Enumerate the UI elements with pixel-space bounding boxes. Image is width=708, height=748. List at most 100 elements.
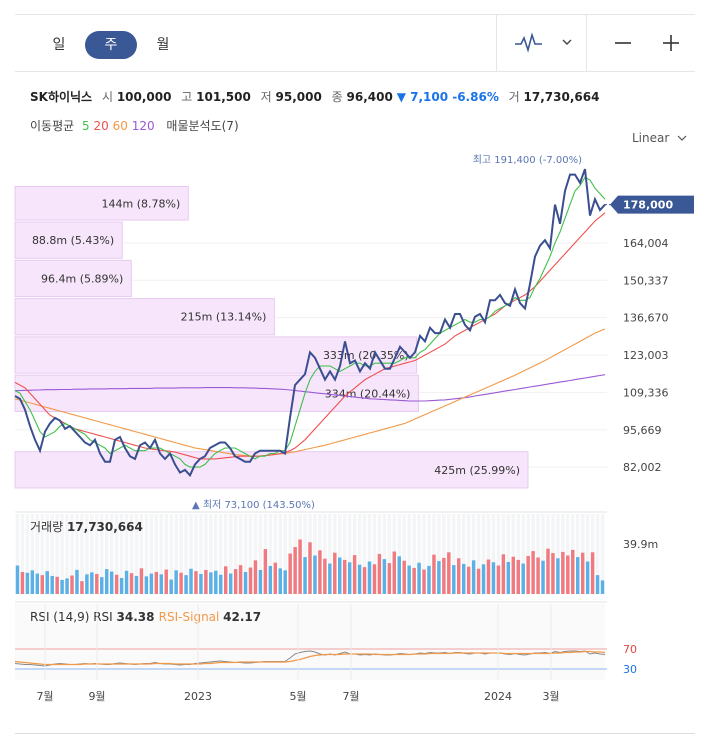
- volume-label: 거: [508, 90, 520, 104]
- volume-bar-bg: [496, 514, 501, 594]
- volume-bar-bg: [184, 514, 188, 594]
- volume-bar: [233, 569, 238, 594]
- ma120-label[interactable]: 120: [131, 119, 155, 133]
- volume-bar: [367, 561, 372, 594]
- volume-bar-bg: [471, 514, 476, 594]
- scale-label: Linear: [632, 131, 670, 145]
- volume-bar: [531, 551, 535, 594]
- volume-bar: [342, 559, 347, 594]
- rsi-level-30: 30: [623, 663, 637, 676]
- ma60-label[interactable]: 60: [112, 119, 128, 133]
- volume-profile-label: 96.4m (5.89%): [41, 272, 123, 285]
- volume-bar-bg: [65, 514, 69, 594]
- volume-bar: [328, 563, 332, 594]
- volume-bar-bg: [278, 514, 282, 594]
- volume-bar-bg: [273, 514, 278, 594]
- volume-bar: [253, 560, 258, 594]
- ma60-line: [14, 328, 606, 457]
- volume-bar: [35, 573, 40, 594]
- volume-bar-bg: [585, 514, 590, 594]
- time-axis: 7월 9월 2023 5월 7월 2024 3월: [36, 604, 560, 703]
- volume-bar: [144, 576, 149, 594]
- volume-bar: [338, 557, 342, 594]
- volume-bar-bg: [214, 514, 218, 594]
- tab-month[interactable]: 월: [156, 37, 170, 53]
- volume-bar-bg: [268, 514, 273, 594]
- ma5-label[interactable]: 5: [82, 119, 90, 133]
- volume-bar: [486, 559, 491, 594]
- tab-week[interactable]: 주: [85, 31, 137, 59]
- volume-bar: [55, 576, 59, 594]
- volume-axis-label: 39.9m: [623, 538, 658, 551]
- rsi-signal-line: [14, 650, 606, 666]
- volume-profile-label[interactable]: 매물분석도(7): [166, 119, 239, 133]
- volume-bar: [50, 575, 54, 594]
- volume-panel-label: 거래량 17,730,664: [30, 520, 143, 534]
- volume-bar: [214, 570, 218, 594]
- volume-bar-bg: [248, 514, 253, 594]
- volume-bar: [45, 571, 49, 594]
- volume-bar: [600, 580, 605, 594]
- rsi-name: RSI: [93, 610, 116, 624]
- volume-panel: 거래량 17,730,664 39.9m: [15, 511, 658, 594]
- volume-bar-bg: [30, 514, 35, 594]
- volume-bar-bg: [412, 514, 416, 594]
- volume-bar: [85, 574, 89, 594]
- volume-bar-bg: [526, 514, 530, 594]
- price-line-layer: [14, 168, 606, 478]
- volume-bar: [452, 565, 456, 594]
- volume-bar: [566, 555, 570, 594]
- volume-profile-label: 215m (13.14%): [181, 311, 267, 324]
- zoom-out-icon[interactable]: [614, 34, 632, 52]
- chevron-down-icon[interactable]: [562, 37, 572, 47]
- volume-bar: [303, 557, 307, 594]
- chart-type-icon[interactable]: [514, 32, 544, 54]
- ma-label: 이동평균: [30, 119, 75, 133]
- volume-bar-bg: [100, 514, 104, 594]
- volume-bar: [114, 574, 119, 594]
- volume-bar-bg: [338, 514, 342, 594]
- volume-bar: [457, 558, 461, 594]
- volume-bar-bg: [432, 514, 436, 594]
- volume-bar: [318, 550, 322, 594]
- volume-bar: [556, 558, 560, 594]
- volume-bar-bg: [466, 514, 471, 594]
- volume-bar: [313, 555, 317, 594]
- price-tick-label: 164,004: [623, 237, 669, 250]
- high-value: 101,500: [196, 90, 251, 104]
- volume-bar-bg: [144, 514, 149, 594]
- volume-bar: [412, 567, 416, 594]
- tab-day[interactable]: 일: [52, 37, 66, 53]
- volume-bar: [228, 573, 233, 594]
- ma20-label[interactable]: 20: [93, 119, 109, 133]
- volume-bar: [506, 561, 511, 594]
- volume-bar: [392, 551, 397, 594]
- volume-bar: [521, 563, 525, 594]
- volume-bar: [407, 565, 411, 594]
- volume-bar-bg: [223, 514, 228, 594]
- volume-bar-bg: [595, 514, 600, 594]
- volume-bar: [397, 556, 401, 594]
- zoom-in-icon[interactable]: [662, 34, 680, 52]
- volume-bar-bg: [313, 514, 317, 594]
- volume-bar-bg: [124, 514, 129, 594]
- volume-bar: [323, 558, 327, 594]
- volume-bar: [209, 572, 213, 594]
- volume-bar: [70, 575, 74, 594]
- volume-bar: [109, 571, 114, 594]
- volume-bar-bg: [342, 514, 347, 594]
- high-annotation: 최고 191,400 (-7.00%): [473, 154, 582, 166]
- volume-bar: [481, 564, 486, 594]
- time-tick-label: 2023: [184, 690, 212, 703]
- volume-bar: [466, 566, 471, 594]
- volume-bar: [461, 563, 466, 594]
- volume-bar-bg: [367, 514, 372, 594]
- volume-bar: [248, 567, 253, 594]
- volume-bar: [80, 581, 84, 594]
- volume-bar-bg: [199, 514, 203, 594]
- volume-bar-bg: [382, 514, 387, 594]
- volume-bar-bg: [174, 514, 178, 594]
- scale-select[interactable]: Linear: [632, 131, 687, 145]
- volume-profile-label: 88.8m (5.43%): [32, 234, 114, 247]
